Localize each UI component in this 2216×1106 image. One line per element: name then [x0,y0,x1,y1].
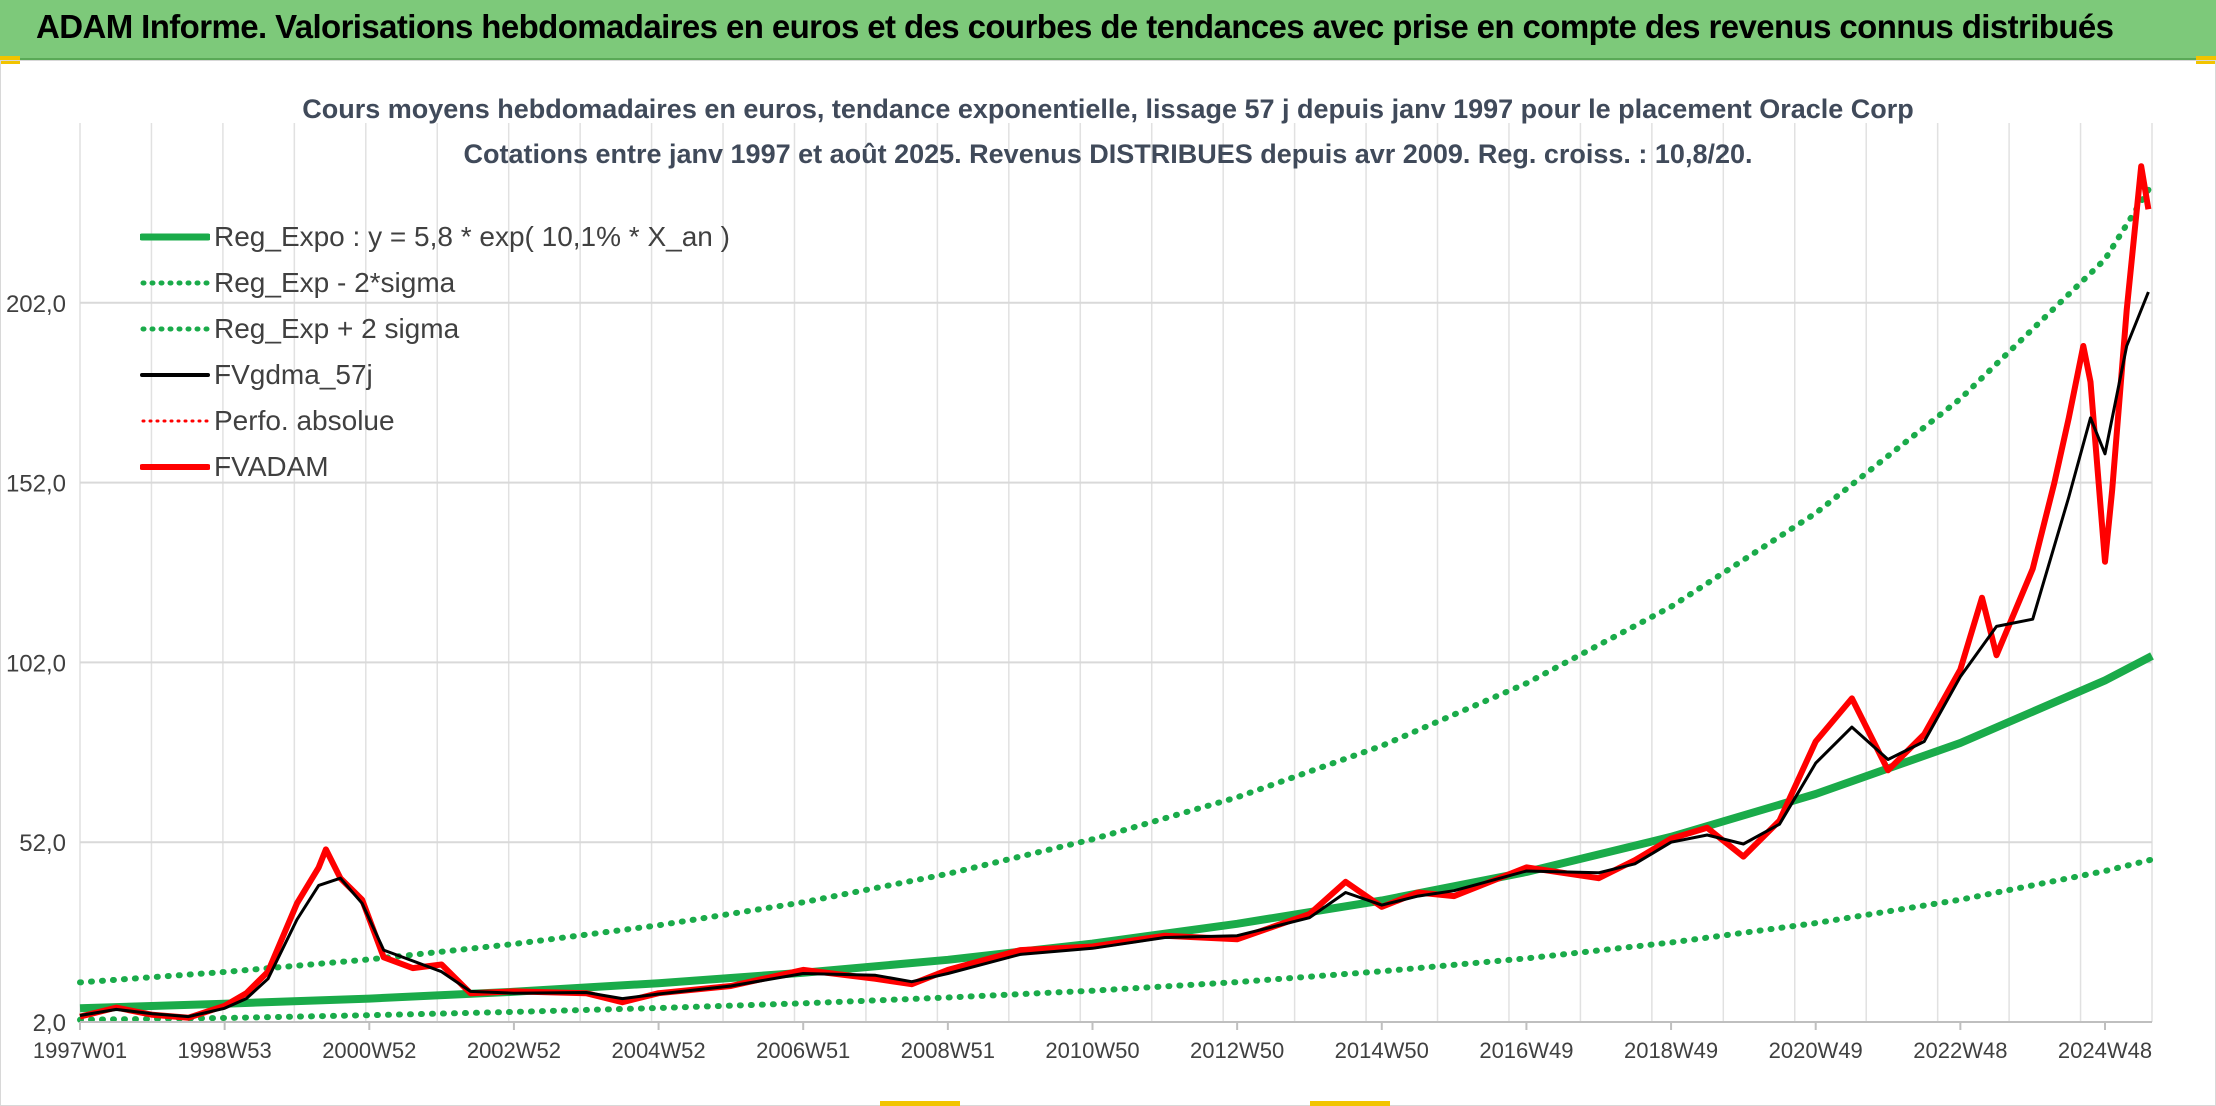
x-tick-label: 2020W49 [1769,1038,1863,1063]
x-tick-label: 2010W50 [1045,1038,1139,1063]
x-tick-label: 2008W51 [901,1038,995,1063]
legend-label: Perfo. absolue [214,405,395,436]
y-tick-label: 52,0 [19,830,66,857]
legend-swatch-solid-green [140,233,210,241]
x-tick-label: 2006W51 [756,1038,850,1063]
axis-labels: 2,0 52,0 102,0 152,0 202,0 1997W01 1998W53 2000… [6,291,2152,1063]
x-tick-label: 2000W52 [322,1038,416,1063]
legend-swatch-solid-red [140,464,210,470]
legend-label: FVgdma_57j [214,359,373,390]
legend-item-fvgdma: FVgdma_57j [140,352,730,398]
legend-swatch-solid-black [140,373,210,377]
legend-label: Reg_Exp - 2*sigma [214,267,456,298]
y-tick-label: 202,0 [6,291,66,318]
legend-item-reg-exp-minus: Reg_Exp - 2*sigma [140,260,730,306]
chart-legend: Reg_Expo : y = 5,8 * exp( 10,1% * X_an )… [140,214,730,490]
x-tick-label: 2018W49 [1624,1038,1718,1063]
series-fvgdma-57j [79,291,2150,1019]
x-tick-label: 2014W50 [1335,1038,1429,1063]
series-reg-exp-plus-2sigma [77,181,2155,986]
x-tick-label: 2016W49 [1479,1038,1573,1063]
banner-title: ADAM Informe. Valorisations hebdomadaire… [36,8,2114,45]
x-tick-label: 2004W52 [611,1038,705,1063]
legend-swatch-dotted-green [140,280,210,286]
series-layer [77,163,2155,1023]
chart-subtitle: Cotations entre janv 1997 et août 2025. … [463,139,1753,169]
x-tick-label: 2012W50 [1190,1038,1284,1063]
x-tick-label: 2022W48 [1913,1038,2007,1063]
series-reg-exp-minus-2sigma [77,856,2155,1023]
x-tick-label: 2024W48 [2058,1038,2152,1063]
legend-swatch-dotted-red [141,419,210,423]
chart-title: Cours moyens hebdomadaires en euros, ten… [302,94,1914,124]
legend-label: Reg_Exp + 2 sigma [214,313,460,344]
legend-item-perfo: Perfo. absolue [140,398,730,444]
bottom-marker [880,1101,960,1106]
bottom-marker [1310,1101,1390,1106]
legend-label: FVADAM [214,451,329,482]
y-tick-label: 152,0 [6,471,66,498]
report-banner: ADAM Informe. Valorisations hebdomadaire… [0,0,2216,60]
legend-item-fvadam: FVADAM [140,444,730,490]
legend-swatch-dotted-green [140,326,210,332]
y-tick-label: 2,0 [33,1010,66,1037]
x-tick-label: 2002W52 [467,1038,561,1063]
x-tick-label: 1998W53 [178,1038,272,1063]
legend-item-reg-expo: Reg_Expo : y = 5,8 * exp( 10,1% * X_an ) [140,214,730,260]
legend-label: Reg_Expo : y = 5,8 * exp( 10,1% * X_an ) [214,221,730,252]
x-tick-label: 1997W01 [33,1038,127,1063]
legend-item-reg-exp-plus: Reg_Exp + 2 sigma [140,306,730,352]
y-tick-label: 102,0 [6,650,66,677]
